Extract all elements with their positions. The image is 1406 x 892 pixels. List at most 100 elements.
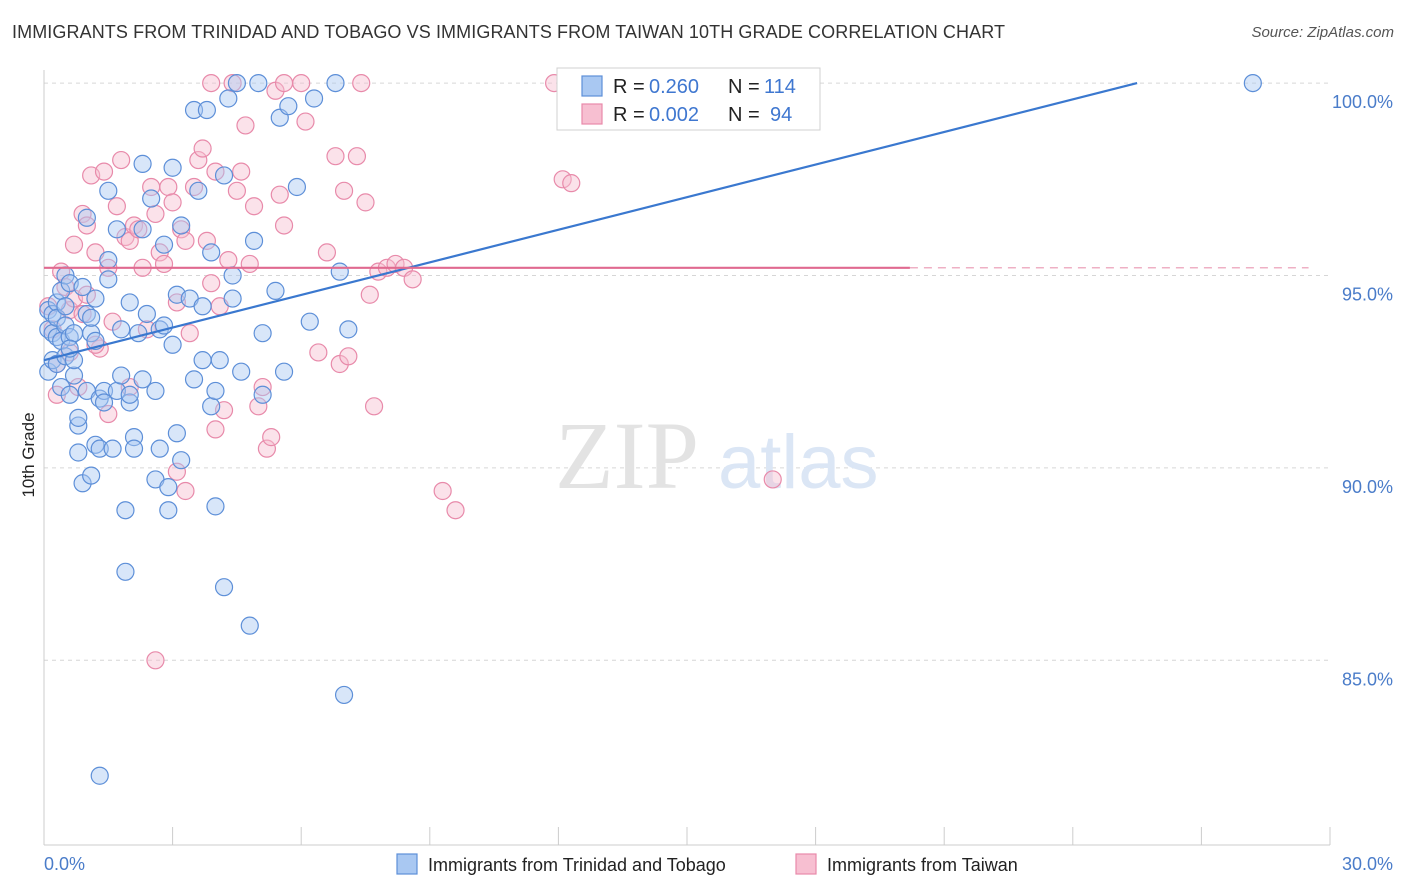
series1-point <box>339 320 358 339</box>
legend-swatch-series1[interactable] <box>396 853 418 875</box>
series2-point <box>763 470 782 489</box>
stats-n-value-2: 94 <box>770 104 792 126</box>
series1-point <box>163 158 182 177</box>
series1-point <box>167 424 186 443</box>
series1-point <box>244 231 264 250</box>
x-tick-label-max: 30.0% <box>1342 854 1393 874</box>
series1-point <box>223 266 242 285</box>
series1-point <box>120 385 139 404</box>
points-layer <box>39 73 1262 785</box>
series1-point <box>253 385 272 404</box>
series1-point <box>274 362 294 381</box>
stats-r-label-2: R = <box>613 104 645 126</box>
series1-point <box>266 281 285 300</box>
series1-point <box>103 439 122 458</box>
series2-point <box>189 150 208 170</box>
series1-point <box>202 397 221 416</box>
stats-swatch-series1 <box>581 75 603 97</box>
series1-point <box>210 351 229 370</box>
series2-point <box>64 235 84 254</box>
series2-point <box>334 181 354 200</box>
series2-point <box>364 397 384 416</box>
series2-point <box>296 112 315 131</box>
series1-point <box>120 293 139 312</box>
series2-point <box>446 501 465 520</box>
y-axis-label: 10th Grade <box>19 412 38 497</box>
series2-point <box>146 651 165 670</box>
series2-point <box>236 116 255 135</box>
x-tick-label-min: 0.0% <box>44 854 85 874</box>
series2-point <box>94 162 114 181</box>
series1-point <box>287 177 307 197</box>
series2-point <box>232 162 251 181</box>
series2-point <box>360 285 379 304</box>
series1-point <box>154 235 174 254</box>
series1-point <box>94 393 114 412</box>
legend: Immigrants from Trinidad and Tobago Immi… <box>396 853 1018 875</box>
series1-point <box>124 439 144 458</box>
series1-point <box>99 181 118 200</box>
series1-point <box>133 154 152 173</box>
y-tick-label: 100.0% <box>1332 92 1393 112</box>
series1-point <box>330 262 349 281</box>
series1-point <box>86 289 105 308</box>
series2-point <box>77 216 96 235</box>
legend-label-series2[interactable]: Immigrants from Taiwan <box>827 855 1018 875</box>
series1-point <box>163 335 182 354</box>
legend-label-series1[interactable]: Immigrants from Trinidad and Tobago <box>428 855 726 875</box>
series2-point <box>253 377 272 397</box>
series1-point <box>279 97 298 116</box>
series1-point <box>189 181 208 200</box>
series1-point <box>82 308 101 327</box>
stats-n-value-1: 114 <box>764 76 796 98</box>
stats-swatch-series2 <box>581 103 603 125</box>
series1-point <box>214 166 234 185</box>
stats-n-label-2: N = <box>728 104 760 126</box>
series2-point <box>73 304 92 324</box>
series2-point <box>244 197 264 216</box>
series1-point <box>206 497 225 516</box>
series1-point <box>150 439 169 458</box>
series2-point <box>270 185 289 204</box>
series2-point <box>274 73 294 93</box>
series2-point <box>202 73 221 93</box>
series2-point <box>562 174 581 193</box>
series2-point <box>112 150 131 170</box>
series1-point <box>99 250 118 270</box>
series1-point <box>107 220 126 239</box>
series2-point <box>403 270 422 289</box>
legend-swatch-series2[interactable] <box>795 853 817 875</box>
series2-point <box>99 404 118 424</box>
series2-point <box>317 243 337 262</box>
series2-point <box>176 481 195 501</box>
trend-layer <box>43 82 1309 362</box>
series1-point <box>223 289 242 308</box>
series2-point <box>309 343 328 362</box>
series1-point <box>69 443 88 462</box>
series2-point <box>240 254 259 274</box>
series1-point <box>334 685 354 705</box>
series1-point <box>202 243 221 262</box>
series1-point <box>137 304 156 324</box>
series1-point <box>197 100 216 120</box>
series2-point <box>176 231 195 250</box>
watermark: ZIP atlas <box>555 402 879 509</box>
series1-point <box>116 562 135 581</box>
series1-point <box>172 451 191 470</box>
series2-point <box>352 73 371 93</box>
series1-point <box>184 370 204 389</box>
stats-r-label-1: R = <box>613 76 645 98</box>
series1-point <box>116 501 135 520</box>
series1-point <box>73 277 92 297</box>
series1-point <box>64 366 84 385</box>
series1-point <box>133 220 152 239</box>
series2-point <box>326 147 345 166</box>
series1-point <box>193 297 212 316</box>
watermark-atlas: atlas <box>718 420 879 505</box>
series1-point <box>159 478 178 497</box>
series1-point <box>240 616 259 635</box>
series1-point <box>193 351 212 370</box>
series2-point <box>339 347 358 366</box>
series2-point <box>197 231 216 250</box>
